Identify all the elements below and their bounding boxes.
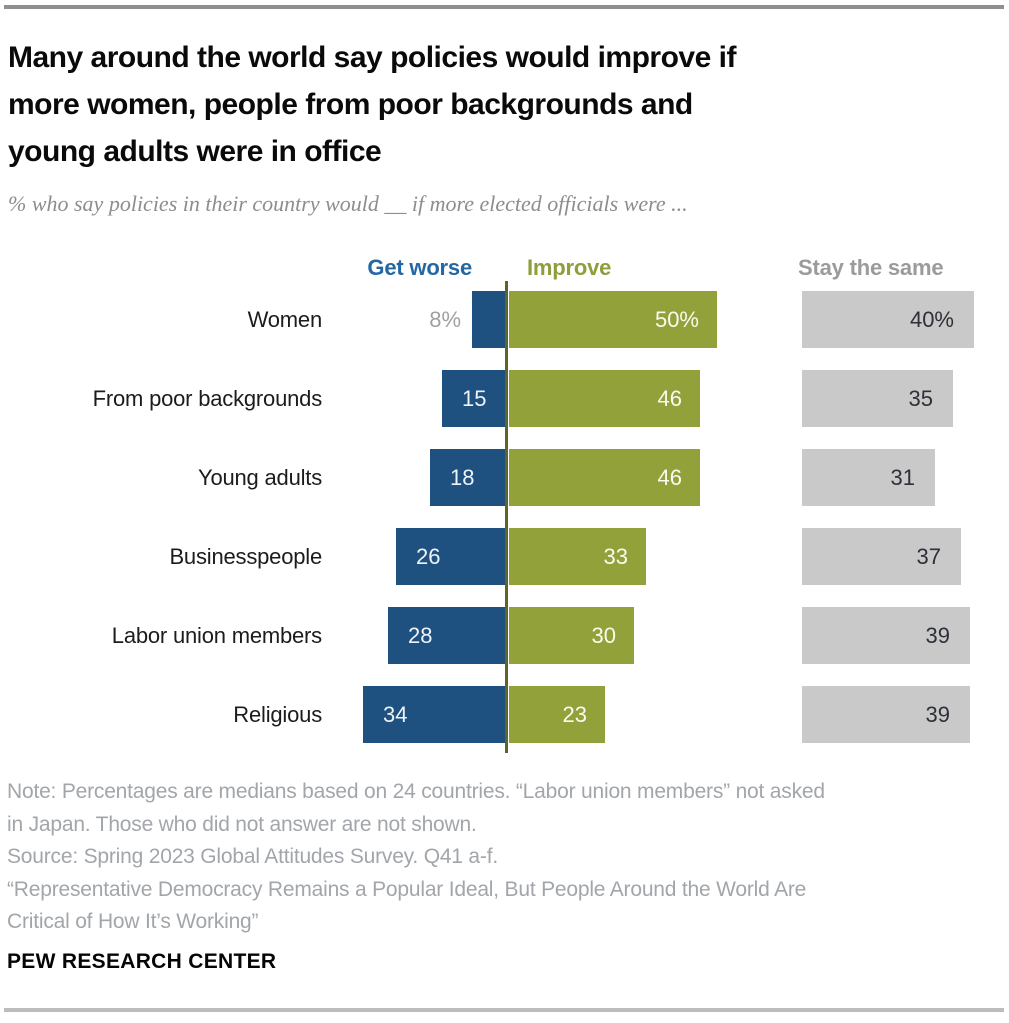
value-label: 35: [908, 385, 933, 411]
value-label: 15: [462, 385, 487, 411]
bar-improve: 50%: [509, 291, 717, 348]
value-label: 39: [925, 622, 950, 648]
value-label: 31: [890, 464, 915, 490]
note-line-2: in Japan. Those who did not answer are n…: [7, 812, 477, 836]
category-label: Businesspeople: [169, 544, 322, 569]
note-line-5: Critical of How It’s Working”: [7, 910, 259, 933]
title-line-2: more women, people from poor backgrounds…: [8, 88, 693, 121]
value-label: 46: [657, 385, 682, 411]
value-label: 40%: [909, 306, 954, 332]
bar-improve: 23: [509, 686, 605, 743]
bar-stay-the-same: 39: [802, 686, 970, 743]
note-line-1: Note: Percentages are medians based on 2…: [7, 780, 825, 803]
bar-get-worse: 34: [363, 686, 505, 743]
category-label: Labor union members: [111, 623, 322, 648]
value-label: 37: [916, 543, 941, 569]
value-label: 50%: [654, 306, 699, 332]
bar-get-worse: 15: [442, 370, 505, 427]
bar-improve: 30: [509, 607, 634, 664]
title-line-3: young adults were in office: [8, 135, 382, 168]
footnotes: Note: Percentages are medians based on 2…: [7, 776, 997, 939]
value-label: 39: [925, 701, 950, 727]
value-label: 26: [416, 543, 441, 569]
category-label: From poor backgrounds: [92, 386, 323, 411]
value-label: 28: [408, 622, 433, 648]
value-label: 46: [657, 464, 682, 490]
value-label: 33: [603, 543, 628, 569]
value-label: 23: [562, 701, 587, 727]
note-line-4: “Representative Democracy Remains a Popu…: [7, 877, 807, 901]
category-label: Religious: [233, 702, 322, 727]
page-title: Many around the world say policies would…: [8, 34, 998, 175]
bar-get-worse: 26: [396, 528, 505, 585]
value-label: 18: [450, 464, 475, 490]
bar-get-worse: [472, 291, 505, 348]
zero-axis-line: [505, 281, 508, 753]
bar-stay-the-same: 39: [802, 607, 970, 664]
value-label: 30: [591, 622, 616, 648]
bar-stay-the-same: 35: [802, 370, 953, 427]
legend-get-worse: Get worse: [367, 255, 472, 280]
legend-improve: Improve: [527, 255, 612, 280]
bar-stay-the-same: 40%: [802, 291, 974, 348]
note-line-3: Source: Spring 2023 Global Attitudes Sur…: [7, 845, 498, 868]
top-divider: [4, 5, 1004, 9]
bar-stay-the-same: 37: [802, 528, 961, 585]
bar-stay-the-same: 31: [802, 449, 935, 506]
title-line-1: Many around the world say policies would…: [8, 41, 736, 74]
bottom-divider: [4, 1008, 1004, 1012]
category-label: Young adults: [197, 465, 322, 490]
bar-improve: 46: [509, 370, 700, 427]
category-label: Women: [247, 307, 323, 332]
outside-value-label: 8%: [429, 307, 461, 332]
bar-get-worse: 18: [430, 449, 505, 506]
bar-improve: 33: [509, 528, 646, 585]
chart-subtitle: % who say policies in their country woul…: [8, 191, 688, 216]
pew-research-center-wordmark: PEW RESEARCH CENTER: [7, 950, 277, 973]
bar-get-worse: 28: [388, 607, 505, 664]
bar-improve: 46: [509, 449, 700, 506]
value-label: 34: [383, 701, 408, 727]
legend-stay-the-same: Stay the same: [798, 255, 944, 280]
